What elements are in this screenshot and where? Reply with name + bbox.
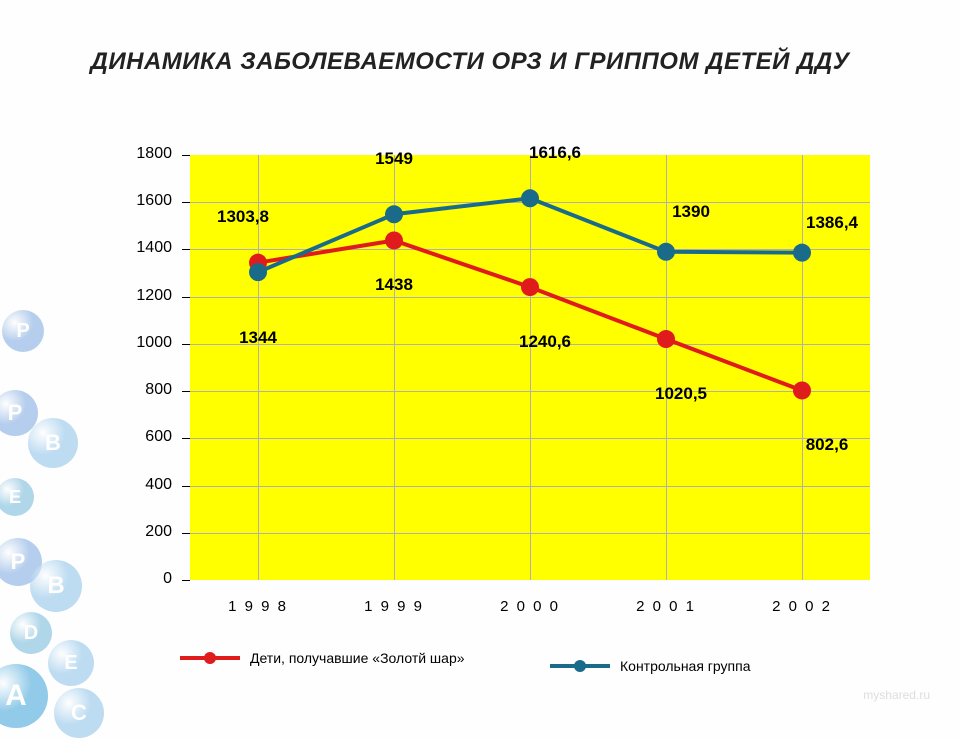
data-point-label: 1386,4 bbox=[806, 213, 858, 233]
bubble-letter: E bbox=[48, 640, 94, 686]
series-marker bbox=[521, 278, 539, 296]
series-marker bbox=[385, 205, 403, 223]
series-marker bbox=[793, 381, 811, 399]
data-point-label: 1344 bbox=[239, 328, 277, 348]
data-point-label: 802,6 bbox=[806, 435, 849, 455]
series-line bbox=[258, 240, 802, 390]
series-marker bbox=[657, 330, 675, 348]
x-axis-label: 2 0 0 1 bbox=[626, 598, 706, 615]
series-marker bbox=[385, 231, 403, 249]
legend-item: Дети, получавшие «Золотй шар» bbox=[180, 648, 465, 668]
x-axis-label: 1 9 9 8 bbox=[218, 598, 298, 615]
series-marker bbox=[793, 244, 811, 262]
legend-swatch bbox=[180, 648, 240, 668]
line-chart: 0200400600800100012001400160018001 9 9 8… bbox=[100, 145, 920, 615]
legend-swatch bbox=[550, 656, 610, 676]
data-point-label: 1549 bbox=[375, 149, 413, 169]
x-axis-label: 1 9 9 9 bbox=[354, 598, 434, 615]
data-point-label: 1616,6 bbox=[529, 143, 581, 163]
legend-label: Дети, получавшие «Золотй шар» bbox=[250, 650, 465, 666]
bubble-letter: C bbox=[54, 688, 104, 738]
background-bubbles: PPBEPBDEAC bbox=[0, 0, 100, 720]
bubble-letter: B bbox=[28, 418, 78, 468]
series-line bbox=[258, 198, 802, 272]
data-point-label: 1240,6 bbox=[519, 332, 571, 352]
data-point-label: 1303,8 bbox=[217, 207, 269, 227]
chart-title: ДИНАМИКА ЗАБОЛЕВАЕМОСТИ ОРЗ И ГРИППОМ ДЕ… bbox=[0, 48, 940, 76]
data-point-label: 1020,5 bbox=[655, 384, 707, 404]
data-point-label: 1438 bbox=[375, 275, 413, 295]
series-marker bbox=[657, 243, 675, 261]
x-axis-label: 2 0 0 2 bbox=[762, 598, 842, 615]
bubble-letter: E bbox=[0, 478, 34, 516]
legend-item: Контрольная группа bbox=[550, 656, 750, 676]
series-marker bbox=[521, 189, 539, 207]
bubble-letter: B bbox=[30, 560, 82, 612]
bubble-letter: D bbox=[10, 612, 52, 654]
data-point-label: 1390 bbox=[672, 202, 710, 222]
series-marker bbox=[249, 263, 267, 281]
x-axis-label: 2 0 0 0 bbox=[490, 598, 570, 615]
chart-legend: Дети, получавшие «Золотй шар» Контрольная… bbox=[180, 648, 880, 698]
bubble-letter: A bbox=[0, 664, 48, 728]
legend-label: Контрольная группа bbox=[620, 658, 750, 674]
bubble-letter: P bbox=[2, 310, 44, 352]
